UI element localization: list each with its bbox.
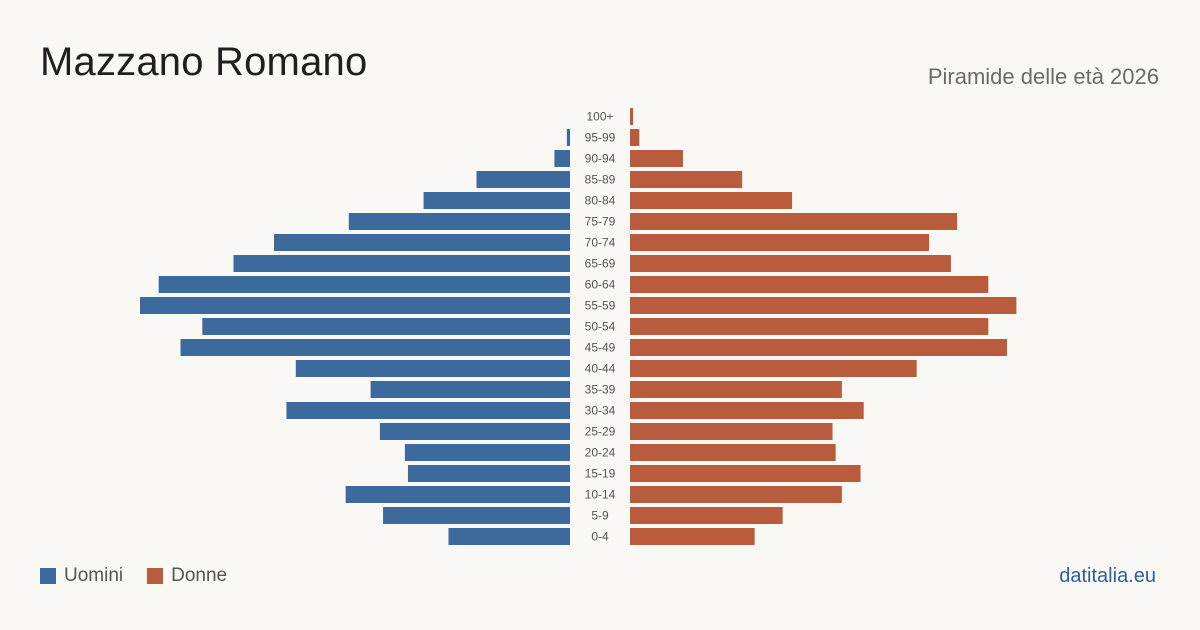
bar-male-50-54 [202, 318, 570, 335]
bar-male-20-24 [404, 444, 570, 461]
bar-female-35-39 [630, 381, 842, 398]
bar-female-80-84 [630, 192, 793, 209]
age-label-85-89: 85-89 [585, 173, 616, 187]
bar-female-0-4 [630, 528, 755, 545]
age-label-10-14: 10-14 [585, 488, 616, 502]
bar-female-5-9 [630, 507, 783, 524]
bar-male-55-59 [140, 297, 570, 314]
legend-item-male: Uomini [40, 565, 123, 587]
age-label-0-4: 0-4 [591, 530, 609, 544]
bar-male-5-9 [383, 507, 570, 524]
bar-male-35-39 [370, 381, 570, 398]
age-label-35-39: 35-39 [585, 383, 616, 397]
bar-female-70-74 [630, 234, 930, 251]
age-label-80-84: 80-84 [585, 194, 616, 208]
age-label-55-59: 55-59 [585, 299, 616, 313]
bar-male-70-74 [273, 234, 570, 251]
bar-male-45-49 [180, 339, 570, 356]
chart-subtitle: Piramide delle età 2026 [927, 64, 1159, 89]
legend: Uomini Donne [40, 565, 241, 587]
bar-male-75-79 [348, 213, 570, 230]
legend-item-female: Donne [147, 565, 227, 587]
bar-female-85-89 [630, 171, 743, 188]
bar-male-25-29 [379, 423, 570, 440]
bar-female-95-99 [630, 129, 640, 146]
bar-male-65-69 [233, 255, 570, 272]
bar-male-95-99 [566, 129, 570, 146]
age-label-60-64: 60-64 [585, 278, 616, 292]
bar-female-100plus [630, 108, 634, 125]
age-label-90-94: 90-94 [585, 152, 616, 166]
age-label-65-69: 65-69 [585, 257, 616, 271]
age-label-45-49: 45-49 [585, 341, 616, 355]
bar-male-10-14 [345, 486, 570, 503]
bar-female-30-34 [630, 402, 864, 419]
bar-female-15-19 [630, 465, 861, 482]
chart-title: Mazzano Romano [40, 40, 368, 84]
bar-male-0-4 [448, 528, 570, 545]
age-label-70-74: 70-74 [585, 236, 616, 250]
bar-male-40-44 [295, 360, 570, 377]
brand-link[interactable]: datitalia.eu [1059, 565, 1156, 587]
bar-male-85-89 [476, 171, 570, 188]
legend-swatch-female [147, 568, 164, 584]
bar-male-15-19 [407, 465, 570, 482]
bar-female-45-49 [630, 339, 1008, 356]
bar-male-60-64 [158, 276, 570, 293]
bar-female-60-64 [630, 276, 989, 293]
bar-male-90-94 [554, 150, 570, 167]
legend-label-female: Donne [171, 565, 228, 586]
age-label-15-19: 15-19 [585, 467, 616, 481]
bar-female-75-79 [630, 213, 958, 230]
legend-swatch-male [40, 568, 56, 584]
bar-female-90-94 [630, 150, 683, 167]
bar-male-80-84 [423, 192, 570, 209]
bar-female-25-29 [630, 423, 833, 440]
age-label-20-24: 20-24 [585, 446, 616, 460]
age-label-25-29: 25-29 [585, 425, 616, 439]
bar-female-20-24 [630, 444, 836, 461]
age-label-95-99: 95-99 [585, 131, 616, 145]
bar-female-10-14 [630, 486, 842, 503]
bar-female-65-69 [630, 255, 951, 272]
age-label-30-34: 30-34 [585, 404, 616, 418]
bar-male-30-34 [286, 402, 570, 419]
age-label-5-9: 5-9 [591, 509, 609, 523]
age-label-100plus: 100+ [586, 110, 613, 124]
age-label-40-44: 40-44 [585, 362, 616, 376]
bar-female-40-44 [630, 360, 917, 377]
age-label-50-54: 50-54 [585, 320, 616, 334]
legend-label-male: Uomini [64, 565, 124, 586]
bar-female-50-54 [630, 318, 989, 335]
bar-female-55-59 [630, 297, 1017, 314]
age-label-75-79: 75-79 [585, 215, 616, 229]
